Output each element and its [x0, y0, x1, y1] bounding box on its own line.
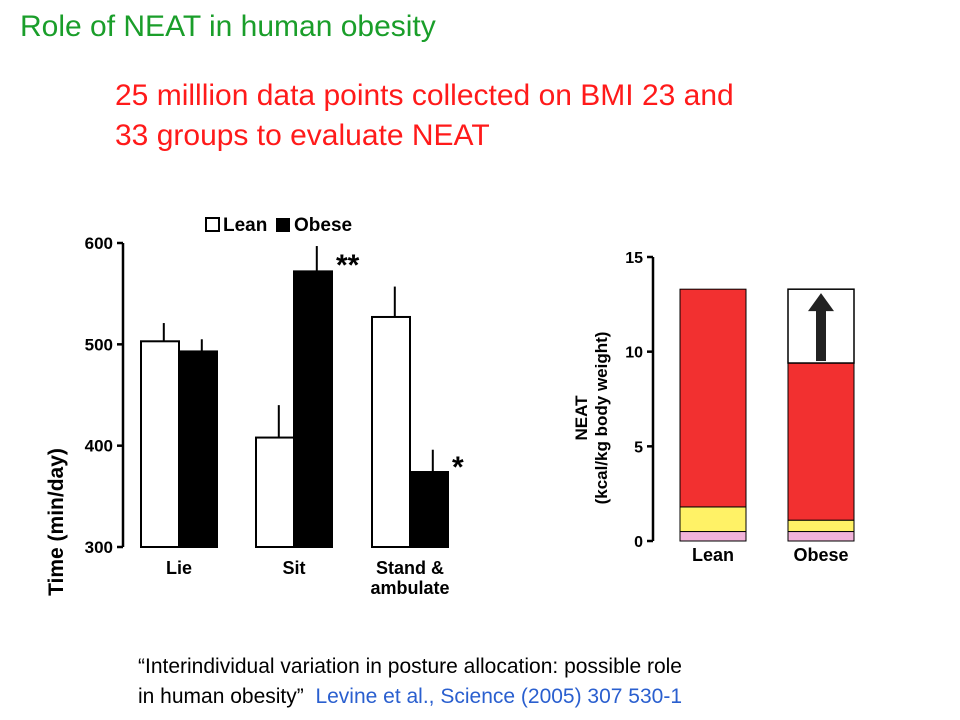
- category-label: Lean: [692, 545, 734, 565]
- y-axis-label: Time (min/day): [45, 448, 68, 596]
- bar-lean: [255, 436, 295, 548]
- segment-yellow: [787, 519, 855, 533]
- stacked-bars: [679, 288, 855, 542]
- y-axis: 0 5 10 15: [625, 250, 655, 551]
- legend-obese-swatch: [276, 218, 290, 232]
- y-tick-label: 10: [625, 345, 643, 362]
- y-tick-label: 15: [625, 250, 643, 267]
- bar-obese: [293, 270, 333, 549]
- legend-obese-label: Obese: [294, 215, 352, 236]
- arrow-head: [808, 293, 834, 312]
- posture-time-chart: Lean Obese Time (min/day) 300 400 500 600 *…: [45, 215, 464, 598]
- category-labels: Lie Sit Stand &ambulate: [166, 558, 450, 598]
- bar-obese: [178, 350, 218, 548]
- category-label: Stand &: [376, 558, 444, 578]
- segment-pink: [679, 531, 747, 542]
- y-tick-label: 300: [85, 538, 113, 557]
- bar-lean: [140, 340, 180, 548]
- category-label: ambulate: [370, 578, 449, 598]
- bar-obese: [409, 471, 449, 548]
- category-label: Lie: [166, 558, 192, 578]
- legend-lean-label: Lean: [223, 215, 267, 236]
- citation-line-2: in human obesity” Levine et al., Science…: [138, 682, 682, 712]
- y-axis-label-line-1: NEAT: [572, 395, 591, 441]
- arrow-shaft: [816, 309, 826, 362]
- subtitle-line-2: 33 groups to evaluate NEAT: [115, 119, 490, 152]
- category-label: Obese: [793, 545, 848, 565]
- y-tick-label: 500: [85, 335, 113, 354]
- subtitle-line-1: 25 milllion data points collected on BMI…: [115, 79, 734, 112]
- y-axis-label-line-2: (kcal/kg body weight): [592, 332, 611, 505]
- slide-title: Role of NEAT in human obesity: [20, 10, 436, 43]
- neat-chart: NEAT (kcal/kg body weight) 0 5 10 15 Lean Ob…: [572, 250, 855, 565]
- bars: ***: [140, 246, 464, 549]
- bar-lean: [371, 315, 411, 549]
- legend-lean-swatch: [205, 217, 220, 232]
- citation: “Interindividual variation in posture al…: [138, 652, 682, 712]
- y-tick-label: 5: [634, 439, 643, 456]
- segment-yellow: [679, 506, 747, 533]
- significance-marker: *: [452, 451, 464, 484]
- segment-red: [679, 288, 747, 508]
- category-labels: Lean Obese: [692, 545, 849, 565]
- slide-subtitle: 25 milllion data points collected on BMI…: [115, 76, 915, 156]
- citation-reference[interactable]: Levine et al., Science (2005) 307 530-1: [315, 685, 683, 708]
- category-label: Sit: [282, 558, 305, 578]
- y-axis: 300 400 500 600: [85, 234, 125, 557]
- citation-line-1: “Interindividual variation in posture al…: [138, 655, 682, 678]
- y-tick-label: 0: [634, 534, 643, 551]
- y-tick-label: 400: [85, 437, 113, 456]
- y-tick-label: 600: [85, 234, 113, 253]
- citation-title-end: in human obesity”: [138, 685, 304, 708]
- significance-marker: **: [336, 249, 360, 282]
- segment-pink: [787, 531, 855, 542]
- segment-red: [787, 362, 855, 521]
